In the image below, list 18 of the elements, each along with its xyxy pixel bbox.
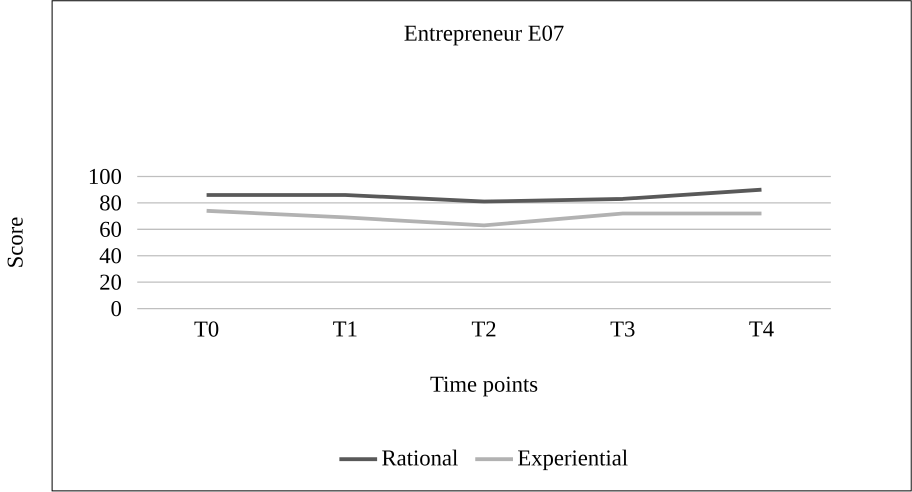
x-tick-label: T3 <box>610 322 634 337</box>
line-series <box>204 209 764 228</box>
y-tick-label: 100 <box>90 169 122 184</box>
legend-label: Experiential <box>518 450 628 470</box>
chart-title: Entrepreneur E07 <box>404 26 564 46</box>
x-tick-label: T1 <box>333 322 357 337</box>
line-series <box>204 188 764 204</box>
y-tick-label: 20 <box>100 274 122 290</box>
y-axis-title: Score <box>8 218 23 267</box>
legend-label: Rational <box>382 450 458 466</box>
x-tick-label: T2 <box>472 322 496 337</box>
y-tick-label: 60 <box>100 222 122 238</box>
x-tick-label: T0 <box>194 322 218 337</box>
y-tick-label: 40 <box>100 248 122 264</box>
x-tick-label: T4 <box>749 322 774 336</box>
x-axis-title: Time points <box>430 376 538 397</box>
y-tick-label: 80 <box>100 195 122 211</box>
y-tick-label: 0 <box>111 301 122 316</box>
